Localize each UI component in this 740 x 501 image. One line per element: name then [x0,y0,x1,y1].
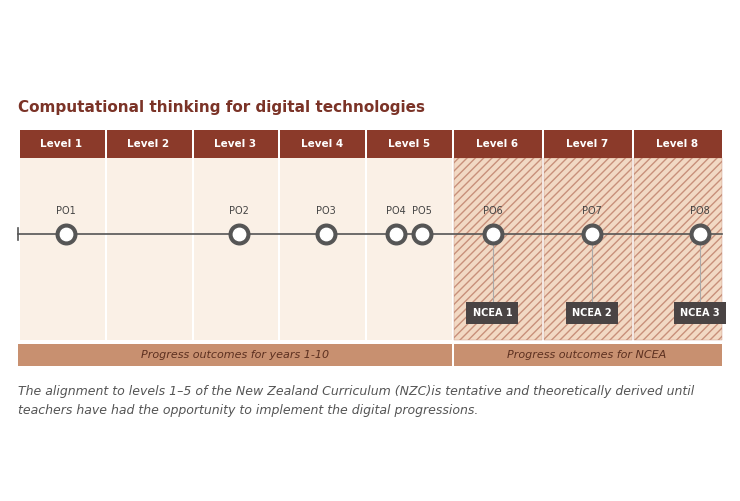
Text: PO2: PO2 [229,206,249,216]
Point [390,230,402,238]
Text: PO3: PO3 [316,206,336,216]
Bar [634,158,722,340]
Text: PO1: PO1 [56,206,75,216]
Bar [20,130,105,158]
Point [416,230,428,238]
Bar [454,158,542,340]
Bar [634,130,722,158]
Text: Level 3: Level 3 [214,139,256,149]
Bar [194,158,278,340]
Point [233,230,245,238]
Text: Computational thinking for digital technologies: Computational thinking for digital techn… [18,100,425,115]
Text: Level 6: Level 6 [476,139,518,149]
Text: PO7: PO7 [582,206,602,216]
Point [320,230,332,238]
Bar [466,302,519,324]
Text: Level 2: Level 2 [127,139,169,149]
Text: Level 5: Level 5 [388,139,430,149]
Text: PO5: PO5 [411,206,431,216]
Text: Level 8: Level 8 [656,139,698,149]
Bar [544,158,632,340]
Bar [20,158,105,340]
Bar [565,302,617,324]
Bar [544,130,632,158]
Text: Level 4: Level 4 [300,139,343,149]
Bar [367,130,452,158]
Text: Progress outcomes for NCEA: Progress outcomes for NCEA [508,350,667,360]
Point [60,230,72,238]
Bar [454,344,722,366]
Bar [673,302,725,324]
Text: NCEA 1: NCEA 1 [473,308,512,318]
Point [693,230,705,238]
Text: Progress outcomes for years 1-10: Progress outcomes for years 1-10 [141,350,329,360]
Point [585,230,597,238]
Text: Level 7: Level 7 [566,139,608,149]
Bar [634,158,722,340]
Text: PO8: PO8 [690,206,710,216]
Text: NCEA 2: NCEA 2 [572,308,611,318]
Bar [194,130,278,158]
Text: The alignment to levels 1–5 of the New Zealand Curriculum (NZC)is tentative and : The alignment to levels 1–5 of the New Z… [18,385,694,417]
Text: PO4: PO4 [386,206,406,216]
Point [487,230,499,238]
Bar [280,130,366,158]
Bar [107,158,192,340]
Bar [454,130,542,158]
Point [233,230,245,238]
Point [487,230,499,238]
Text: PO6: PO6 [482,206,502,216]
Text: NCEA 3: NCEA 3 [679,308,719,318]
Bar [454,158,542,340]
Text: Level 1: Level 1 [41,139,82,149]
Point [320,230,332,238]
Point [585,230,597,238]
Bar [367,158,452,340]
Point [60,230,72,238]
Bar [544,158,632,340]
Point [693,230,705,238]
Bar [107,130,192,158]
Bar [280,158,366,340]
Bar [18,344,452,366]
Point [390,230,402,238]
Point [416,230,428,238]
